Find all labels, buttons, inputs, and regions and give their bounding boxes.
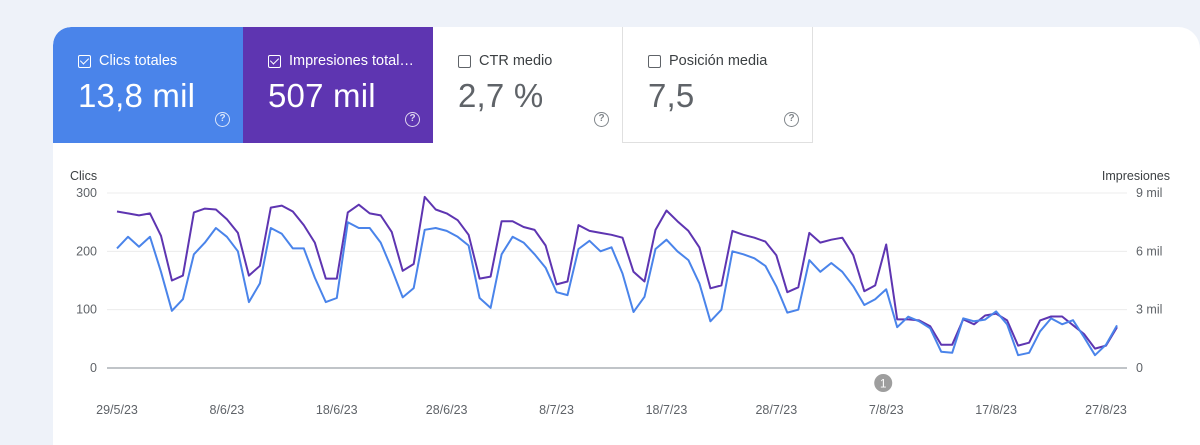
- grid-lines: [107, 192, 1127, 369]
- left-tick-label: 0: [90, 361, 97, 375]
- checkbox-checked-icon[interactable]: [78, 54, 91, 68]
- metric-position-label-row: Posición media: [648, 53, 767, 69]
- series-line-impresiones: [116, 195, 1118, 350]
- metric-ctr-value: 2,7 %: [458, 77, 544, 114]
- x-tick-label: 8/7/23: [539, 403, 574, 417]
- right-tick-label: 6 mil: [1136, 244, 1162, 258]
- checkbox-unchecked-icon[interactable]: [648, 54, 661, 68]
- left-tick-label: 300: [76, 186, 97, 200]
- series-lines: [116, 195, 1118, 357]
- x-tick-label: 29/5/23: [96, 403, 138, 417]
- right-tick-label: 3 mil: [1136, 303, 1162, 317]
- metric-position-card[interactable]: Posición media 7,5 ?: [623, 27, 813, 143]
- metric-impressions-value: 507 mil: [268, 77, 376, 114]
- metric-clicks-card[interactable]: Clics totales 13,8 mil ?: [53, 27, 243, 143]
- x-tick-label: 28/7/23: [755, 403, 797, 417]
- metric-impressions-label-row: Impresiones total…: [268, 53, 414, 69]
- right-tick-label: 0: [1136, 361, 1143, 375]
- metric-ctr-label: CTR medio: [479, 53, 553, 69]
- performance-card: Clics totales 13,8 mil ? Impresiones tot…: [53, 27, 1200, 445]
- annotation-label: 1: [880, 379, 886, 391]
- metric-position-label: Posición media: [669, 53, 768, 69]
- metric-clicks-label: Clics totales: [99, 53, 178, 69]
- left-tick-label: 100: [76, 303, 97, 317]
- help-icon[interactable]: ?: [405, 112, 420, 127]
- annotation[interactable]: 1: [874, 374, 893, 392]
- x-tick-label: 27/8/23: [1085, 403, 1127, 417]
- left-axis-ticks: 0 100 200 300: [76, 186, 97, 375]
- help-icon[interactable]: ?: [784, 112, 799, 127]
- help-icon[interactable]: ?: [215, 112, 230, 127]
- metric-ctr-label-row: CTR medio: [458, 53, 552, 69]
- x-tick-label: 18/6/23: [316, 403, 358, 417]
- checkbox-checked-icon[interactable]: [268, 54, 281, 68]
- x-tick-label: 17/8/23: [975, 403, 1017, 417]
- checkbox-unchecked-icon[interactable]: [458, 54, 471, 68]
- x-tick-label: 28/6/23: [426, 403, 468, 417]
- right-axis-title: Impresiones: [1102, 169, 1170, 183]
- annotation-marker[interactable]: [874, 374, 893, 392]
- left-axis-title: Clics: [70, 169, 97, 183]
- metric-impressions-card[interactable]: Impresiones total… 507 mil ?: [243, 27, 433, 143]
- metric-impressions-label: Impresiones total…: [289, 53, 414, 69]
- right-axis-ticks: 0 3 mil 6 mil 9 mil: [1136, 186, 1162, 375]
- metric-ctr-card[interactable]: CTR medio 2,7 % ?: [433, 27, 623, 143]
- help-icon[interactable]: ?: [594, 112, 609, 127]
- x-tick-label: 8/6/23: [210, 403, 245, 417]
- series-line-clics: [116, 221, 1118, 357]
- left-tick-label: 200: [76, 244, 97, 258]
- x-tick-label: 7/8/23: [869, 403, 904, 417]
- metric-clicks-label-row: Clics totales: [78, 53, 177, 69]
- metric-clicks-value: 13,8 mil: [78, 77, 196, 114]
- metric-position-value: 7,5: [648, 77, 695, 114]
- x-tick-label: 18/7/23: [646, 403, 688, 417]
- x-axis-ticks: 29/5/23 8/6/23 18/6/23 28/6/23 8/7/23 18/7/23…: [96, 403, 1127, 417]
- right-tick-label: 9 mil: [1136, 186, 1162, 200]
